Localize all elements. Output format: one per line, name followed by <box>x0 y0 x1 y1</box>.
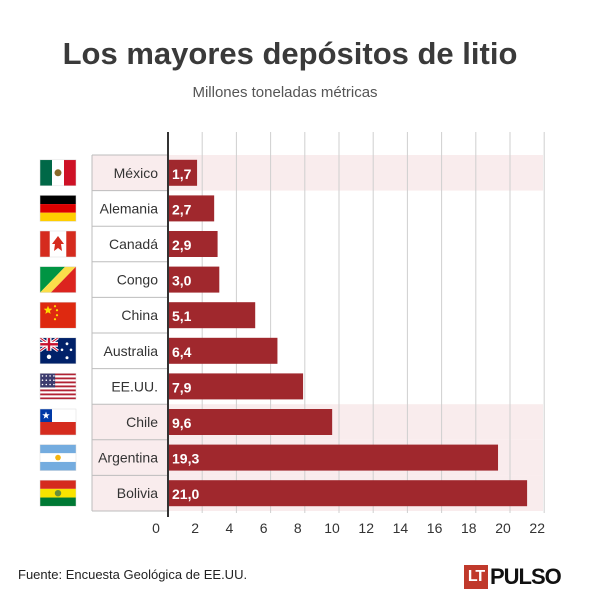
value-label-2: 2,9 <box>172 237 192 253</box>
logo-pulso-text: PULSO <box>490 564 562 589</box>
bolivia-flag-icon <box>39 479 77 507</box>
category-label-9: Bolivia <box>117 485 158 501</box>
x-tick-label-9: 18 <box>461 520 477 536</box>
category-label-8: Argentina <box>98 450 158 466</box>
x-tick-label-0: 0 <box>152 520 160 536</box>
x-tick-label-1: 2 <box>191 520 199 536</box>
value-label-9: 21,0 <box>172 486 199 502</box>
australia-flag-icon <box>39 336 77 365</box>
bar-0 <box>168 159 198 186</box>
value-label-3: 3,0 <box>172 273 192 289</box>
value-label-8: 19,3 <box>172 451 199 467</box>
pulso-logo: LT PULSO <box>464 564 562 590</box>
x-tick-label-4: 8 <box>294 520 302 536</box>
bar-chart: 1,7 México 2,7 Alemania 2,9 Canadá 3,0 Congo 5,1… <box>39 132 545 536</box>
logo-lt-mark: LT <box>464 565 488 589</box>
chile-flag-icon <box>39 408 77 436</box>
china-flag-icon <box>39 301 77 329</box>
x-tick-label-3: 6 <box>260 520 268 536</box>
value-label-6: 7,9 <box>172 379 192 395</box>
usa-flag-icon <box>39 373 77 400</box>
bar-2 <box>168 231 218 257</box>
x-tick-label-6: 12 <box>358 520 374 536</box>
category-label-6: EE.UU. <box>111 378 158 394</box>
bar-5 <box>168 337 278 364</box>
x-tick-label-2: 4 <box>226 520 234 536</box>
bar-8 <box>168 444 499 471</box>
congo-flag-icon <box>39 266 77 293</box>
category-label-7: Chile <box>126 414 158 430</box>
bar-9 <box>168 480 528 507</box>
value-label-7: 9,6 <box>172 415 192 431</box>
argentina-flag-icon <box>39 444 77 471</box>
source-note: Fuente: Encuesta Geológica de EE.UU. <box>18 567 248 582</box>
value-label-5: 6,4 <box>172 344 192 360</box>
bar-6 <box>168 373 304 400</box>
category-label-0: México <box>114 165 159 181</box>
category-label-1: Alemania <box>100 200 159 216</box>
bar-7 <box>168 409 333 435</box>
value-label-0: 1,7 <box>172 166 192 182</box>
germany-flag-icon <box>39 195 77 222</box>
value-label-1: 2,7 <box>172 201 192 217</box>
chart-title: Los mayores depósitos de litio <box>62 36 518 71</box>
mexico-flag-icon <box>39 159 77 187</box>
value-label-4: 5,1 <box>172 308 192 324</box>
category-label-2: Canadá <box>109 236 158 252</box>
x-tick-label-7: 14 <box>393 520 409 536</box>
x-tick-label-8: 16 <box>427 520 443 536</box>
bar-3 <box>168 266 220 293</box>
bar-4 <box>168 302 256 329</box>
canada-flag-icon <box>39 230 77 258</box>
category-label-4: China <box>121 307 158 323</box>
category-label-3: Congo <box>117 272 158 288</box>
chart-subtitle: Millones toneladas métricas <box>192 84 378 101</box>
x-tick-label-10: 20 <box>495 520 511 536</box>
bar-1 <box>168 195 215 222</box>
category-label-5: Australia <box>104 343 159 359</box>
x-tick-label-11: 22 <box>529 520 545 536</box>
x-tick-label-5: 10 <box>324 520 340 536</box>
